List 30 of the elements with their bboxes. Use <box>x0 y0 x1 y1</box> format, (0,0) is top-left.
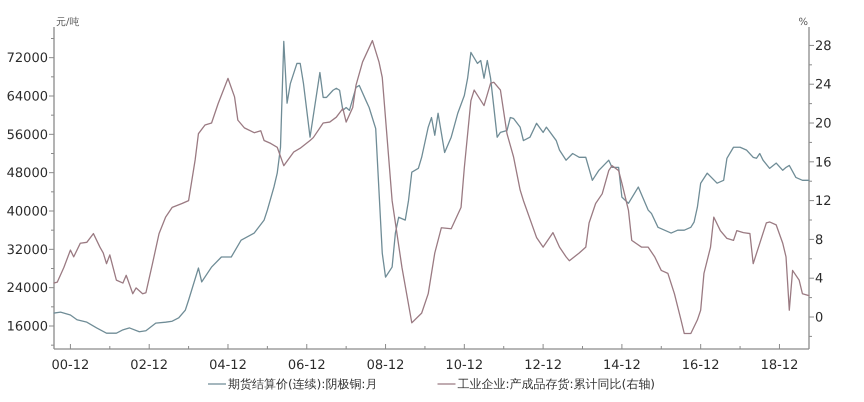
y-tick-label: 56000 <box>6 128 48 143</box>
y-tick-label: 64000 <box>6 90 48 104</box>
x-tick-label: 02-12 <box>130 358 168 373</box>
y2-tick-label: 28 <box>815 38 832 54</box>
y2-tick-label: 16 <box>815 155 832 170</box>
y2-tick-label: 0 <box>815 310 824 326</box>
y-tick-label: 32000 <box>6 242 48 258</box>
x-tick-label: 04-12 <box>209 358 247 373</box>
y-tick-label: 24000 <box>6 281 48 296</box>
y2-tick-label: 20 <box>815 116 832 132</box>
y-tick-label: 16000 <box>6 320 48 334</box>
x-tick-label: 08-12 <box>366 358 404 373</box>
y2-tick-label: 24 <box>815 78 832 93</box>
x-tick-label: 00-12 <box>52 358 90 373</box>
x-tick-label: 14-12 <box>603 358 641 373</box>
y-tick-label: 40000 <box>6 204 48 220</box>
y-axis-title: 元/吨 <box>56 16 80 28</box>
x-tick-label: 18-12 <box>760 358 798 373</box>
y2-axis-title: % <box>798 17 808 28</box>
y-tick-label: 48000 <box>6 166 48 182</box>
y2-tick-label: 4 <box>815 272 824 287</box>
y2-tick-label: 12 <box>815 194 832 210</box>
x-tick-label: 10-12 <box>445 358 484 373</box>
legend-label: 工业企业:产成品存货:累计同比(右轴) <box>458 377 655 391</box>
legend-label: 期货结算价(连续):阴极铜:月 <box>228 377 378 391</box>
x-tick-label: 06-12 <box>288 358 326 373</box>
y-tick-label: 72000 <box>6 51 48 66</box>
x-tick-label: 16-12 <box>682 358 720 373</box>
x-tick-label: 12-12 <box>524 358 562 373</box>
y2-tick-label: 8 <box>815 232 824 248</box>
